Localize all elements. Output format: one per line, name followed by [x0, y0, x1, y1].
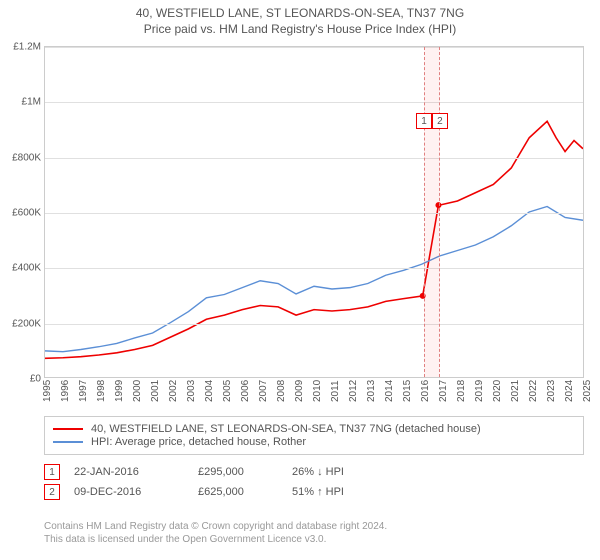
x-axis-label: 2019 [474, 380, 485, 402]
x-axis-label: 2014 [384, 380, 395, 402]
legend-label: 40, WESTFIELD LANE, ST LEONARDS-ON-SEA, … [91, 423, 481, 435]
transaction-marker: 2 [44, 484, 60, 500]
footer-line1: Contains HM Land Registry data © Crown c… [44, 520, 584, 533]
footer-text: Contains HM Land Registry data © Crown c… [44, 520, 584, 546]
chart-marker: 2 [432, 113, 448, 129]
plot-area: £0£200K£400K£600K£800K£1M£1.2M1995199619… [44, 46, 584, 378]
legend: 40, WESTFIELD LANE, ST LEONARDS-ON-SEA, … [44, 416, 584, 455]
gridline [45, 268, 583, 269]
x-axis-label: 2005 [222, 380, 233, 402]
x-axis-label: 2021 [510, 380, 521, 402]
y-axis-label: £600K [5, 208, 41, 219]
transaction-pct: 51% ↑ HPI [292, 486, 392, 498]
gridline [45, 324, 583, 325]
x-axis-label: 2007 [258, 380, 269, 402]
x-axis-label: 2009 [294, 380, 305, 402]
x-axis-label: 2002 [168, 380, 179, 402]
gridline [45, 47, 583, 48]
y-axis-label: £400K [5, 263, 41, 274]
transaction-price: £295,000 [198, 466, 278, 478]
x-axis-label: 2015 [402, 380, 413, 402]
x-axis-label: 2012 [348, 380, 359, 402]
x-axis-label: 2006 [240, 380, 251, 402]
legend-swatch [53, 428, 83, 430]
y-axis-label: £0 [5, 374, 41, 385]
legend-row: 40, WESTFIELD LANE, ST LEONARDS-ON-SEA, … [53, 423, 575, 435]
x-axis-label: 1998 [96, 380, 107, 402]
legend-swatch [53, 441, 83, 443]
x-axis-label: 2022 [528, 380, 539, 402]
transaction-date: 09-DEC-2016 [74, 486, 184, 498]
footer-line2: This data is licensed under the Open Gov… [44, 533, 584, 546]
chart-marker: 1 [416, 113, 432, 129]
y-axis-label: £800K [5, 152, 41, 163]
transaction-pct: 26% ↓ HPI [292, 466, 392, 478]
table-row: 2 09-DEC-2016 £625,000 51% ↑ HPI [44, 484, 584, 500]
gridline [45, 102, 583, 103]
x-axis-label: 2023 [546, 380, 557, 402]
x-axis-label: 2003 [186, 380, 197, 402]
x-axis-label: 2017 [438, 380, 449, 402]
chart-title-line2: Price paid vs. HM Land Registry's House … [0, 22, 600, 36]
x-axis-label: 1997 [78, 380, 89, 402]
series-line-blue [45, 207, 583, 352]
transaction-marker: 1 [44, 464, 60, 480]
x-axis-label: 1996 [60, 380, 71, 402]
x-axis-label: 2000 [132, 380, 143, 402]
table-row: 1 22-JAN-2016 £295,000 26% ↓ HPI [44, 464, 584, 480]
chart-svg [45, 47, 583, 377]
title-block: 40, WESTFIELD LANE, ST LEONARDS-ON-SEA, … [0, 0, 600, 36]
x-axis-label: 2013 [366, 380, 377, 402]
x-axis-label: 2020 [492, 380, 503, 402]
highlight-region [424, 47, 440, 377]
legend-row: HPI: Average price, detached house, Roth… [53, 436, 575, 448]
x-axis-label: 2018 [456, 380, 467, 402]
y-axis-label: £200K [5, 318, 41, 329]
chart-title-line1: 40, WESTFIELD LANE, ST LEONARDS-ON-SEA, … [0, 6, 600, 20]
x-axis-label: 2011 [330, 380, 341, 402]
gridline [45, 213, 583, 214]
x-axis-label: 2016 [420, 380, 431, 402]
x-axis-label: 2024 [564, 380, 575, 402]
y-axis-label: £1M [5, 97, 41, 108]
x-axis-label: 2010 [312, 380, 323, 402]
chart-container: 40, WESTFIELD LANE, ST LEONARDS-ON-SEA, … [0, 0, 600, 560]
x-axis-label: 1995 [42, 380, 53, 402]
y-axis-label: £1.2M [5, 42, 41, 53]
legend-label: HPI: Average price, detached house, Roth… [91, 436, 306, 448]
x-axis-label: 2004 [204, 380, 215, 402]
x-axis-label: 2008 [276, 380, 287, 402]
transactions-table: 1 22-JAN-2016 £295,000 26% ↓ HPI 2 09-DE… [44, 460, 584, 504]
gridline [45, 158, 583, 159]
transaction-price: £625,000 [198, 486, 278, 498]
x-axis-label: 2025 [582, 380, 593, 402]
x-axis-label: 2001 [150, 380, 161, 402]
transaction-date: 22-JAN-2016 [74, 466, 184, 478]
x-axis-label: 1999 [114, 380, 125, 402]
